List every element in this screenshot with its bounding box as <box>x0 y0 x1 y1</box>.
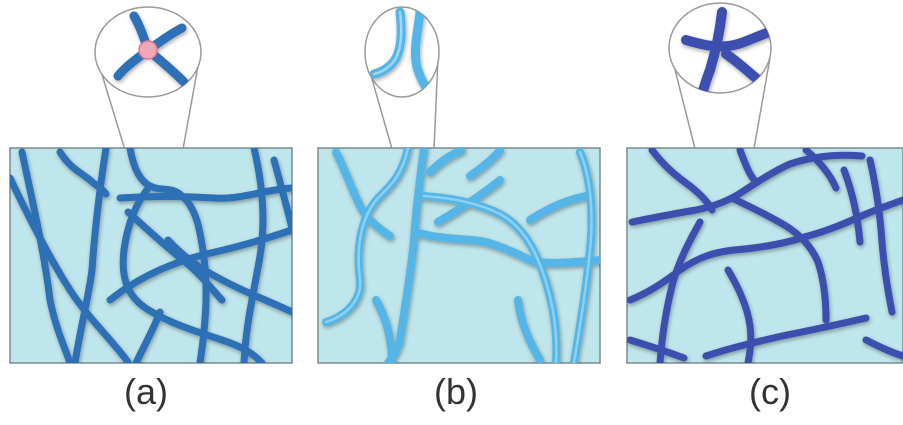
fiber-network <box>10 148 292 363</box>
fiber <box>697 7 727 93</box>
fiber <box>132 308 164 363</box>
fiber <box>721 49 761 83</box>
fiber <box>332 148 394 240</box>
fiber-highlight <box>372 10 403 76</box>
fiber <box>412 228 600 267</box>
panel-b <box>317 6 601 364</box>
fiber <box>466 148 504 180</box>
fiber <box>802 148 840 192</box>
fiber <box>240 148 267 363</box>
fiber <box>656 218 704 363</box>
fiber <box>840 166 864 246</box>
fiber <box>384 148 428 363</box>
fiber <box>426 148 466 176</box>
fiber <box>526 192 590 224</box>
network-diagram <box>9 2 903 364</box>
fiber <box>270 156 292 232</box>
fiber <box>18 148 74 363</box>
fiber <box>116 184 292 202</box>
network-panel <box>626 147 903 364</box>
fiber <box>124 208 226 304</box>
fiber <box>10 174 132 363</box>
fiber <box>866 156 896 316</box>
fiber-network <box>627 148 903 363</box>
crosslink-node <box>138 40 158 60</box>
fiber <box>627 336 688 362</box>
fiber <box>736 148 760 186</box>
fiber-highlight <box>324 148 410 324</box>
fiber-highlight <box>572 150 593 363</box>
fiber-network <box>322 148 600 363</box>
panel-label-c: (c) <box>749 371 791 412</box>
fiber <box>681 25 771 52</box>
fiber <box>702 314 870 360</box>
fiber-highlight <box>422 194 558 363</box>
panel-a <box>9 6 293 364</box>
panel-c <box>626 2 903 364</box>
fiber <box>164 236 292 316</box>
fiber <box>724 266 755 363</box>
panel-label-a: (a) <box>124 371 168 412</box>
panel-label-b: (b) <box>434 371 478 412</box>
inset-crossing <box>681 7 771 93</box>
fiber <box>71 148 110 363</box>
fiber <box>648 148 716 214</box>
fiber <box>728 194 830 324</box>
fiber <box>514 296 544 363</box>
fiber <box>119 182 266 363</box>
fiber <box>862 336 903 360</box>
fiber <box>372 296 396 363</box>
fiber <box>627 196 903 304</box>
